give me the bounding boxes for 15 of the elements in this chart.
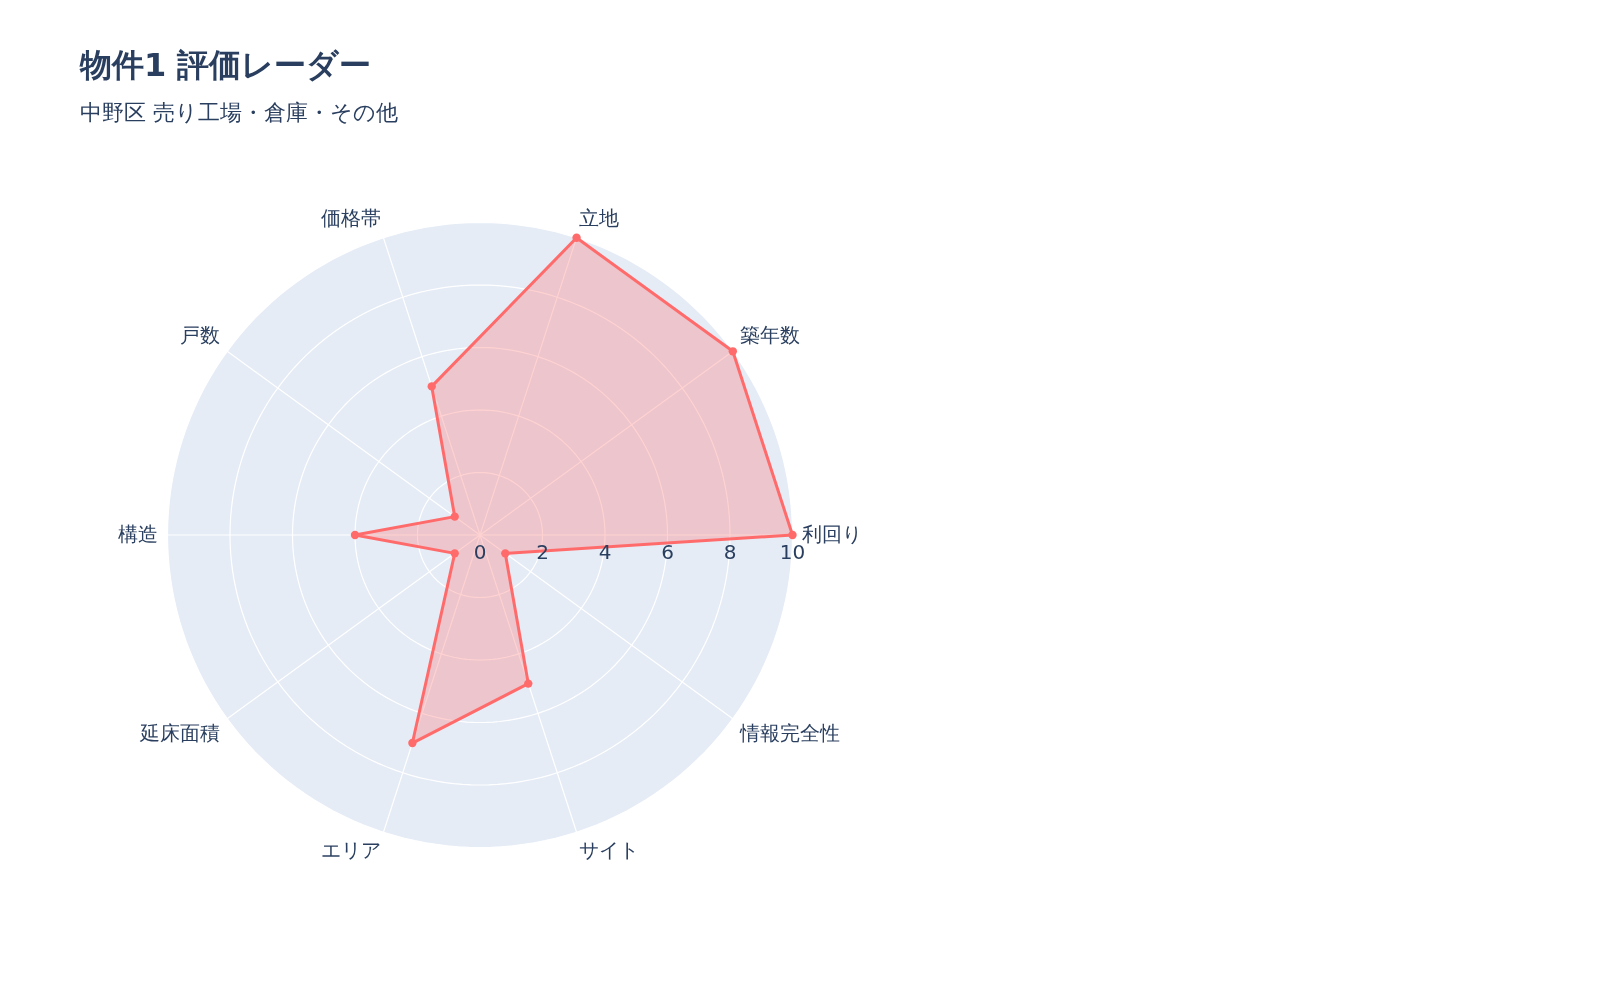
spoke-label: 戸数: [179, 322, 220, 347]
spoke-label: エリア: [320, 838, 381, 863]
spoke-label: サイト: [579, 838, 640, 863]
spoke-label: 構造: [118, 522, 159, 546]
spoke-label: 価格帯: [320, 205, 381, 230]
y-tick-label: 8: [723, 540, 737, 564]
y-tick-label: 6: [661, 540, 674, 564]
y-tick-label: 0: [473, 540, 487, 564]
spoke-label: 情報完全性: [739, 721, 841, 746]
chart-subtitle: 中野区 売り工場・倉庫・その他: [80, 100, 398, 125]
spoke-label: 築年数: [740, 322, 801, 347]
chart-title: 物件1 評価レーダー: [79, 46, 372, 84]
y-tick-label: 4: [598, 540, 612, 564]
spoke-label: 立地: [579, 205, 620, 230]
spoke-label: 延床面積: [138, 721, 220, 746]
